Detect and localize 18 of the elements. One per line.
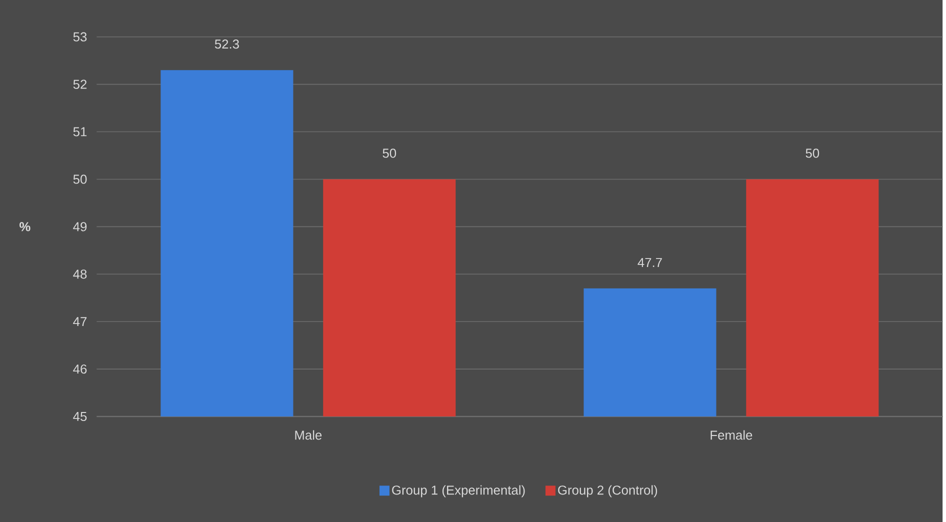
y-tick-label: 52 <box>73 80 87 89</box>
y-axis-title: % <box>20 222 30 232</box>
y-tick-label: 48 <box>73 270 87 279</box>
data-label: 50 <box>806 148 820 158</box>
legend-label: Group 2 (Control) <box>558 485 658 498</box>
data-label: 47.7 <box>638 258 662 267</box>
y-tick-label: 46 <box>73 364 87 374</box>
legend-label: Group 1 (Experimental) <box>392 485 525 498</box>
data-label: 52.3 <box>214 39 239 49</box>
data-label: 50 <box>382 148 396 158</box>
x-tick-label: Female <box>710 430 752 440</box>
y-tick-label: 49 <box>73 222 87 232</box>
y-tick-label: 53 <box>73 32 87 42</box>
y-tick-label: 51 <box>73 127 87 136</box>
y-tick-label: 47 <box>73 317 87 326</box>
x-tick-label: Male <box>295 430 322 440</box>
y-tick-label: 50 <box>73 174 87 184</box>
y-tick-label: 45 <box>73 412 87 421</box>
